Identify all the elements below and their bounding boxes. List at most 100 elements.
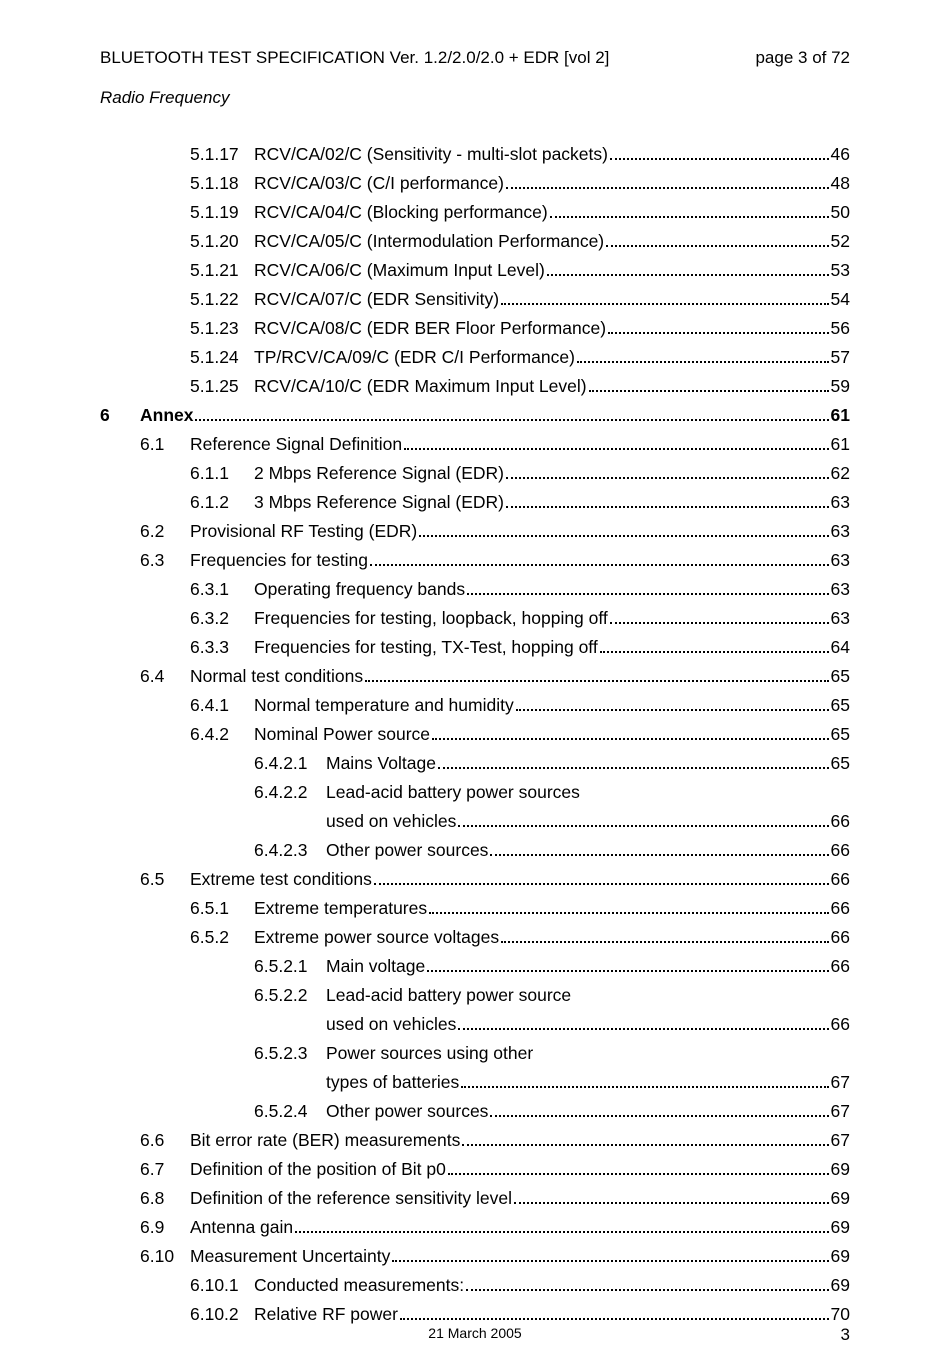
toc-entry: 5.1.17RCV/CA/02/C (Sensitivity - multi-s… [100, 140, 850, 168]
toc-leader-dots [467, 593, 828, 595]
toc-leader-dots [490, 854, 828, 856]
toc-entry: 6.3.1Operating frequency bands63 [100, 575, 850, 603]
toc-entry-title: RCV/CA/05/C (Intermodulation Performance… [254, 227, 604, 255]
toc-leader-dots [610, 158, 829, 160]
toc-entry-title: RCV/CA/04/C (Blocking performance) [254, 198, 548, 226]
toc-level2-number: 5.1.19 [190, 198, 254, 226]
header-page-label: page 3 of 72 [755, 48, 850, 68]
toc-entry-title: Bit error rate (BER) measurements [190, 1126, 460, 1154]
toc-level2-number: 6.10.1 [190, 1271, 254, 1299]
toc-entry-title: Reference Signal Definition [190, 430, 402, 458]
toc-level1-number: 6.7 [140, 1155, 190, 1183]
toc-leader-dots [438, 767, 829, 769]
toc-entry-title: Extreme test conditions [190, 865, 372, 893]
toc-chapter-number: 6 [100, 401, 140, 429]
header: BLUETOOTH TEST SPECIFICATION Ver. 1.2/2.… [100, 48, 850, 68]
toc-entry: 5.1.23RCV/CA/08/C (EDR BER Floor Perform… [100, 314, 850, 342]
toc-entry: 5.1.20RCV/CA/05/C (Intermodulation Perfo… [100, 227, 850, 255]
toc-level2-number: 6.1.2 [190, 488, 254, 516]
toc-entry: 5.1.19RCV/CA/04/C (Blocking performance)… [100, 198, 850, 226]
toc-leader-dots [506, 477, 829, 479]
toc-entry-title: Definition of the reference sensitivity … [190, 1184, 512, 1212]
toc-entry-title: Antenna gain [190, 1213, 293, 1241]
toc-leader-dots [458, 1028, 828, 1030]
toc-page-number: 63 [831, 517, 850, 545]
toc-entry-title: 3 Mbps Reference Signal (EDR) [254, 488, 504, 516]
toc-level2-number: 5.1.23 [190, 314, 254, 342]
toc-entry: 6.5.1Extreme temperatures66 [100, 894, 850, 922]
toc-leader-dots [589, 390, 829, 392]
toc-entry-title: Measurement Uncertainty [190, 1242, 390, 1270]
toc-leader-dots [370, 564, 829, 566]
toc-page-number: 64 [831, 633, 850, 661]
toc-entry-title: RCV/CA/06/C (Maximum Input Level) [254, 256, 545, 284]
toc-entry-title-continuation: used on vehicles [326, 807, 456, 835]
toc-level2-number: 5.1.20 [190, 227, 254, 255]
toc-page-number: 52 [831, 227, 850, 255]
toc-entry: 6.9Antenna gain69 [100, 1213, 850, 1241]
toc-level1-number: 6.3 [140, 546, 190, 574]
toc-entry: 6.1.12 Mbps Reference Signal (EDR)62 [100, 459, 850, 487]
toc-entry-continuation: used on vehicles 66 [100, 807, 850, 835]
toc-level2-number: 6.10.2 [190, 1300, 254, 1328]
toc-entry-title: Provisional RF Testing (EDR) [190, 517, 417, 545]
toc-entry: 6.5.2.4Other power sources 67 [100, 1097, 850, 1125]
document-page: BLUETOOTH TEST SPECIFICATION Ver. 1.2/2.… [0, 0, 950, 1369]
toc-entry-title: Annex [140, 401, 193, 429]
toc-leader-dots [547, 274, 829, 276]
toc-level1-number: 6.10 [140, 1242, 190, 1270]
toc-leader-dots [606, 245, 828, 247]
toc-entry: 5.1.25RCV/CA/10/C (EDR Maximum Input Lev… [100, 372, 850, 400]
toc-leader-dots [432, 738, 828, 740]
toc-page-number: 65 [831, 720, 850, 748]
toc-leader-dots [514, 1202, 829, 1204]
toc-leader-dots [404, 448, 828, 450]
toc-level3-number: 6.5.2.4 [254, 1097, 326, 1125]
toc-entry-title: RCV/CA/10/C (EDR Maximum Input Level) [254, 372, 587, 400]
toc-level2-number: 5.1.25 [190, 372, 254, 400]
toc-level2-number: 6.3.2 [190, 604, 254, 632]
toc-level2-number: 6.3.3 [190, 633, 254, 661]
toc-page-number: 50 [831, 198, 850, 226]
toc-level3-number: 6.4.2.2 [254, 778, 326, 806]
toc-leader-dots [427, 970, 828, 972]
toc-level3-number: 6.4.2.3 [254, 836, 326, 864]
toc-level3-number: 6.5.2.2 [254, 981, 326, 1009]
toc-entry-title: Power sources using other [326, 1039, 533, 1067]
toc-level2-number: 6.1.1 [190, 459, 254, 487]
toc-leader-dots [461, 1086, 828, 1088]
toc-page-number: 62 [831, 459, 850, 487]
toc-leader-dots [195, 419, 828, 421]
toc-entry: 6.10.2Relative RF power70 [100, 1300, 850, 1328]
toc-entry-title: Frequencies for testing, TX-Test, hoppin… [254, 633, 598, 661]
toc-page-number: 66 [831, 923, 850, 951]
toc-entry: 5.1.18RCV/CA/03/C (C/I performance)48 [100, 169, 850, 197]
toc-entry-title: Definition of the position of Bit p0 [190, 1155, 446, 1183]
toc-leader-dots [419, 535, 828, 537]
toc-page-number: 61 [831, 430, 850, 458]
toc-entry-title-continuation: types of batteries [326, 1068, 459, 1096]
toc-entry: 6.5Extreme test conditions66 [100, 865, 850, 893]
toc-leader-dots [448, 1173, 829, 1175]
toc-level1-number: 6.4 [140, 662, 190, 690]
toc-page-number: 66 [831, 952, 850, 980]
toc-page-number: 48 [831, 169, 850, 197]
toc-level3-number: 6.5.2.3 [254, 1039, 326, 1067]
table-of-contents: 5.1.17RCV/CA/02/C (Sensitivity - multi-s… [100, 140, 850, 1328]
toc-entry: 6.7Definition of the position of Bit p06… [100, 1155, 850, 1183]
toc-entry-title: Other power sources [326, 1097, 488, 1125]
toc-level2-number: 5.1.18 [190, 169, 254, 197]
toc-page-number: 67 [831, 1068, 850, 1096]
toc-entry: 6.2Provisional RF Testing (EDR)63 [100, 517, 850, 545]
toc-level1-number: 6.8 [140, 1184, 190, 1212]
toc-level1-number: 6.5 [140, 865, 190, 893]
toc-entry-continuation: used on vehicles66 [100, 1010, 850, 1038]
toc-page-number: 66 [831, 1010, 850, 1038]
toc-entry: 6.4.2.3Other power sources 66 [100, 836, 850, 864]
toc-level2-number: 6.5.2 [190, 923, 254, 951]
toc-entry: 6.1.23 Mbps Reference Signal (EDR)63 [100, 488, 850, 516]
toc-page-number: 66 [831, 807, 850, 835]
toc-level2-number: 6.5.1 [190, 894, 254, 922]
toc-leader-dots [550, 216, 829, 218]
footer: 21 March 2005 3 [100, 1325, 850, 1341]
